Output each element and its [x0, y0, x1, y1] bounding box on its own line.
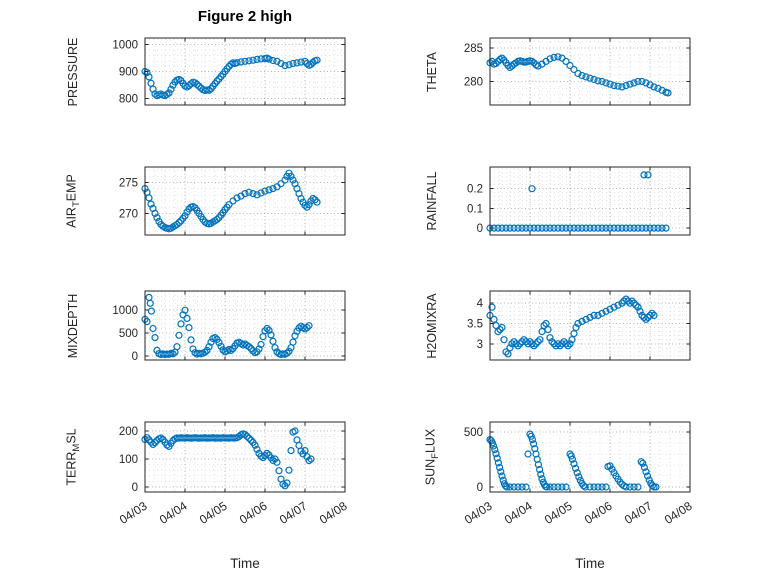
data-points	[486, 53, 672, 97]
svg-text:280: 280	[464, 77, 483, 89]
ytick-labels: 0 100 200	[119, 426, 138, 494]
svg-text:100: 100	[119, 454, 138, 466]
ylabel-pressure: PRESSURE	[66, 37, 80, 106]
axes-box	[489, 166, 691, 236]
tick-marks	[144, 291, 346, 360]
xlabel-time-left: Time	[230, 556, 260, 571]
svg-text:04/04: 04/04	[502, 499, 535, 527]
svg-text:1000: 1000	[112, 305, 138, 317]
plot-terr_msl: 0 100 200 04/03 04/04 04/05 04/06 04/07 04/08	[117, 421, 350, 527]
svg-text:04/04: 04/04	[157, 499, 190, 527]
figure-title: Figure 2 high	[197, 8, 293, 25]
plot-h2omixra: 33.54	[467, 290, 691, 361]
gridlines	[490, 167, 690, 235]
svg-text:04/05: 04/05	[542, 499, 575, 527]
svg-text:04/08: 04/08	[662, 499, 695, 527]
tick-marks	[489, 167, 691, 235]
ylabel-h2omixra: H2OMIXRA	[425, 292, 439, 359]
data-points	[486, 295, 658, 358]
plot-rainfall: 0 0.1 0.2	[467, 166, 691, 236]
tick-marks	[489, 38, 691, 105]
axes-box	[489, 37, 691, 106]
svg-text:04/03: 04/03	[462, 499, 495, 527]
plot-theta: 280 285	[464, 37, 691, 106]
tick-marks	[489, 291, 691, 360]
plot-air_temp: 270 275	[119, 166, 346, 236]
data-points	[141, 293, 313, 359]
ytick-labels: 0 500 1000	[112, 305, 138, 363]
axes-box	[144, 290, 346, 361]
svg-text:200: 200	[119, 426, 138, 438]
svg-text:0: 0	[477, 223, 483, 235]
tick-marks	[144, 422, 346, 492]
svg-text:0: 0	[132, 482, 138, 494]
axes-box	[144, 166, 346, 236]
data-points	[141, 427, 315, 490]
axes-box	[144, 421, 346, 493]
svg-text:800: 800	[119, 93, 138, 105]
svg-text:270: 270	[119, 208, 138, 220]
axes-box	[489, 290, 691, 361]
ytick-labels: 270 275	[119, 177, 138, 220]
ytick-labels: 800 900 1000	[112, 40, 138, 106]
svg-text:3: 3	[477, 339, 483, 351]
svg-text:3.5: 3.5	[467, 318, 483, 330]
ylabel-theta: THETA	[425, 51, 439, 92]
svg-text:4: 4	[477, 298, 484, 310]
ylabel-terr_msl: TERRMSL	[64, 428, 82, 486]
svg-text:0.1: 0.1	[467, 203, 483, 215]
svg-text:0.2: 0.2	[467, 184, 483, 196]
gridlines	[490, 38, 690, 105]
plot-mixdepth: 0 500 1000	[112, 290, 346, 363]
plot-pressure: 800 900 1000	[112, 37, 346, 106]
svg-text:0: 0	[477, 482, 483, 494]
svg-text:500: 500	[464, 427, 483, 439]
svg-text:1000: 1000	[112, 40, 138, 52]
xtick-labels: 04/03 04/04 04/05 04/06 04/07 04/08	[117, 499, 350, 527]
svg-text:04/06: 04/06	[237, 499, 270, 527]
gridlines	[145, 167, 345, 235]
svg-text:500: 500	[119, 328, 138, 340]
svg-text:04/05: 04/05	[197, 499, 230, 527]
svg-text:275: 275	[119, 177, 138, 189]
xtick-labels: 04/03 04/04 04/05 04/06 04/07 04/08	[462, 499, 695, 527]
svg-text:900: 900	[119, 67, 138, 79]
data-points	[486, 430, 660, 491]
svg-text:04/03: 04/03	[117, 499, 150, 527]
tick-marks	[144, 38, 346, 105]
ylabel-mixdepth: MIXDEPTH	[66, 293, 80, 358]
svg-text:04/07: 04/07	[622, 499, 655, 527]
ytick-labels: 0 500	[464, 427, 483, 494]
gridlines	[145, 422, 345, 492]
axes-box	[489, 421, 691, 493]
data-points	[486, 171, 670, 232]
ytick-labels: 0 0.1 0.2	[467, 184, 483, 235]
tick-marks	[144, 167, 346, 235]
gridlines	[145, 38, 345, 105]
svg-text:0: 0	[132, 351, 138, 363]
ytick-labels: 280 285	[464, 43, 483, 89]
ylabel-rainfall: RAINFALL	[425, 171, 439, 231]
gridlines	[490, 291, 690, 360]
ylabel-sun_flux: SUNFLUX	[423, 428, 441, 486]
svg-text:04/08: 04/08	[317, 499, 350, 527]
plot-sun_flux: 0 500 04/03 04/04 04/05 04/06 04/07 04/08	[462, 421, 695, 527]
ytick-labels: 33.54	[467, 298, 484, 351]
svg-text:04/07: 04/07	[277, 499, 310, 527]
svg-text:04/06: 04/06	[582, 499, 615, 527]
gridlines	[490, 422, 690, 492]
ylabel-air_temp: AIRTEMP	[64, 174, 82, 228]
tick-marks	[489, 422, 691, 492]
svg-text:285: 285	[464, 43, 483, 55]
data-points	[141, 169, 321, 233]
xlabel-time-right: Time	[575, 556, 605, 571]
